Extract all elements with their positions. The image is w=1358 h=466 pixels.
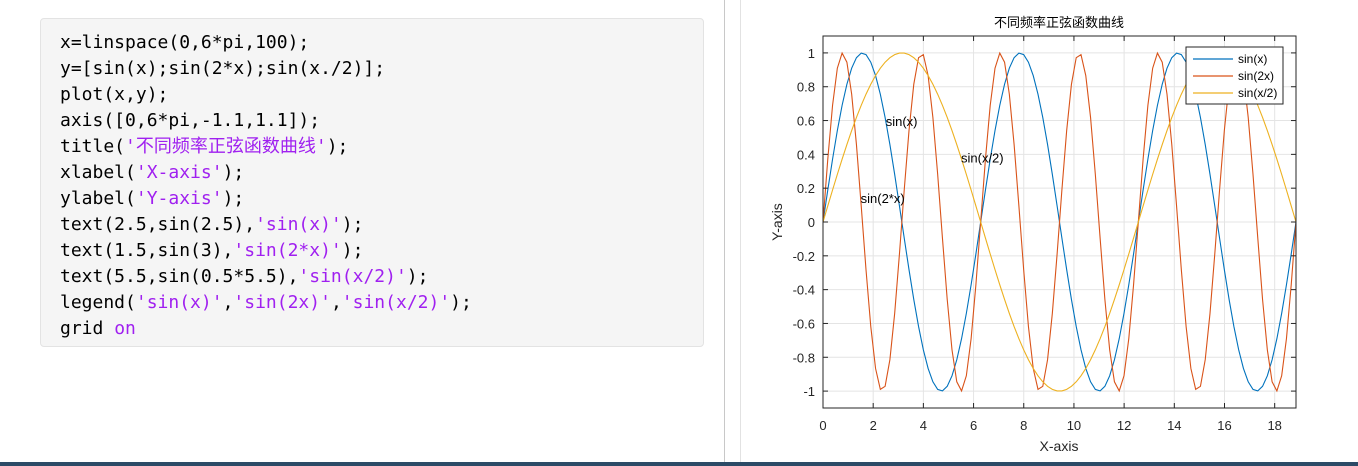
- code-line: ylabel('Y-axis');: [60, 186, 472, 212]
- x-tick-label: 16: [1217, 418, 1231, 433]
- code-token: x=linspace(0,6*pi,100);: [60, 32, 310, 53]
- code-token: );: [326, 136, 349, 157]
- x-axis-label: X-axis: [1040, 438, 1079, 454]
- code-line: legend('sin(x)','sin(2x)','sin(x/2)');: [60, 290, 472, 316]
- code-string-token: 'sin(x)': [255, 214, 342, 235]
- code-line: text(1.5,sin(3),'sin(2*x)');: [60, 238, 472, 264]
- ticks: 0 2 4 6 8 10 12 14 16 18 -1 -0.8 -0.6 -0.4 -0.2 0 0.2 0.4…: [793, 36, 1296, 433]
- code-token: );: [406, 266, 429, 287]
- y-tick-label: 0: [808, 215, 815, 230]
- code-line: x=linspace(0,6*pi,100);: [60, 30, 472, 56]
- x-tick-label: 12: [1117, 418, 1131, 433]
- code-line: title('不同频率正弦函数曲线');: [60, 134, 472, 160]
- code-token: legend(: [60, 292, 136, 313]
- code-token: );: [450, 292, 472, 313]
- figure-border: [740, 0, 741, 462]
- y-tick-label: 0.8: [797, 80, 815, 95]
- y-tick-label: -0.2: [793, 249, 815, 264]
- code-pane: x=linspace(0,6*pi,100); y=[sin(x);sin(2*x…: [40, 18, 704, 347]
- x-tick-label: 2: [870, 418, 877, 433]
- code-string-token: 'X-axis': [135, 162, 223, 183]
- series-line-sin-2x-: [823, 51, 1296, 393]
- code-string-token: 'sin(x/2)': [298, 266, 407, 287]
- code-token: text(2.5,sin(2.5),: [60, 214, 256, 235]
- code-keyword-token: on: [114, 318, 136, 339]
- y-tick-label: -0.8: [793, 350, 815, 365]
- x-tick-label: 6: [970, 418, 977, 433]
- x-tick-label: 10: [1067, 418, 1081, 433]
- code-string-token: 'sin(x)': [135, 292, 223, 313]
- code-line: text(2.5,sin(2.5),'sin(x)');: [60, 212, 472, 238]
- annotation-label: sin(2*x): [861, 191, 905, 206]
- code-token: );: [341, 240, 364, 261]
- y-tick-label: -0.6: [793, 316, 815, 331]
- code-block[interactable]: x=linspace(0,6*pi,100); y=[sin(x);sin(2*x…: [40, 18, 704, 347]
- y-tick-label: 1: [808, 46, 815, 61]
- y-tick-label: 0.6: [797, 114, 815, 129]
- code-line: plot(x,y);: [60, 82, 472, 108]
- legend[interactable]: sin(x) sin(2x) sin(x/2): [1185, 46, 1284, 105]
- code-line: xlabel('X-axis');: [60, 160, 472, 186]
- legend-label: sin(x): [1238, 52, 1267, 66]
- code-token: axis([0,6*pi,-1.1,1.1]);: [60, 110, 321, 131]
- chart: 0 2 4 6 8 10 12 14 16 18 -1 -0.8 -0.6 -0.4 -0.2 0 0.2 0.4…: [769, 15, 1297, 454]
- x-tick-label: 8: [1020, 418, 1027, 433]
- code-string-token: 'sin(2*x)': [233, 240, 342, 261]
- code-token: title(: [60, 136, 126, 157]
- code-token: y=[sin(x);sin(2*x);sin(x./2)];: [60, 58, 386, 79]
- legend-label: sin(2x): [1238, 69, 1274, 83]
- figure-pane: 0 2 4 6 8 10 12 14 16 18 -1 -0.8 -0.6 -0.4 -0.2 0 0.2 0.4…: [742, 0, 1358, 462]
- annotation-label: sin(x/2): [961, 151, 1004, 166]
- x-tick-label: 0: [819, 418, 826, 433]
- y-tick-label: -1: [803, 384, 815, 399]
- code-string-token: '不同频率正弦函数曲线': [125, 136, 327, 157]
- code-token: xlabel(: [60, 162, 136, 183]
- code-token: plot(x,y);: [60, 84, 169, 105]
- code-token: ylabel(: [60, 188, 136, 209]
- y-axis-label: Y-axis: [769, 203, 785, 241]
- code-token: ,: [330, 292, 342, 313]
- x-tick-label: 14: [1167, 418, 1181, 433]
- pane-divider[interactable]: [724, 0, 725, 462]
- code-token: text(5.5,sin(0.5*5.5),: [60, 266, 299, 287]
- code-line: axis([0,6*pi,-1.1,1.1]);: [60, 108, 472, 134]
- code-token: text(1.5,sin(3),: [60, 240, 234, 261]
- code-token: grid: [60, 318, 115, 339]
- chart-title: 不同频率正弦函数曲线: [994, 15, 1124, 30]
- x-tick-label: 18: [1267, 418, 1281, 433]
- bottom-bar: [0, 462, 1358, 466]
- annotations: sin(x) sin(2*x) sin(x/2): [861, 114, 1004, 206]
- legend-label: sin(x/2): [1238, 86, 1277, 100]
- code-lines: x=linspace(0,6*pi,100); y=[sin(x);sin(2*x…: [60, 30, 472, 342]
- code-line: y=[sin(x);sin(2*x);sin(x./2)];: [60, 56, 472, 82]
- x-tick-label: 4: [920, 418, 927, 433]
- code-string-token: 'sin(x/2)': [341, 292, 451, 313]
- code-string-token: 'sin(2x)': [233, 292, 331, 313]
- code-token: ,: [222, 292, 234, 313]
- code-token: );: [222, 162, 245, 183]
- code-token: );: [341, 214, 364, 235]
- code-string-token: 'Y-axis': [135, 188, 223, 209]
- annotation-label: sin(x): [886, 114, 918, 129]
- code-line: text(5.5,sin(0.5*5.5),'sin(x/2)');: [60, 264, 472, 290]
- code-token: );: [222, 188, 245, 209]
- y-tick-label: 0.4: [797, 147, 815, 162]
- code-line: grid on: [60, 316, 472, 342]
- y-tick-label: 0.2: [797, 181, 815, 196]
- y-tick-label: -0.4: [793, 283, 815, 298]
